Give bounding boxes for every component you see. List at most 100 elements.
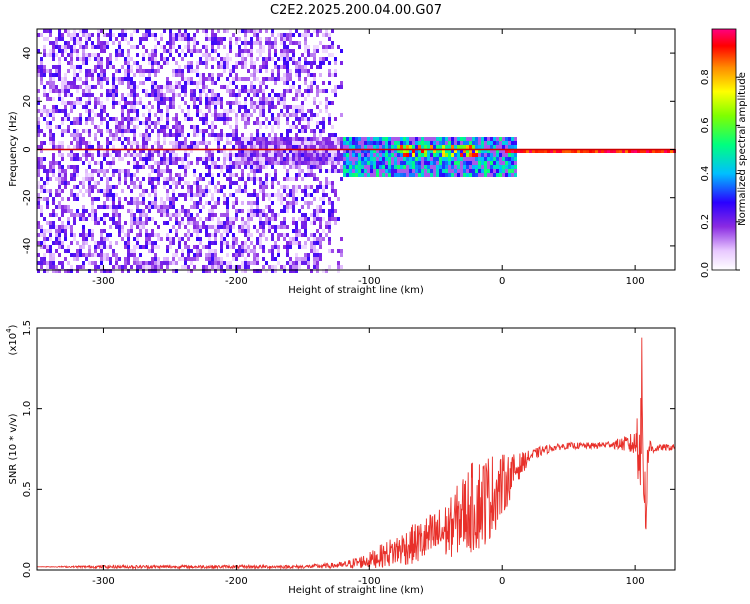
- spectrogram-cell: [244, 109, 247, 113]
- spectrogram-cell: [70, 141, 73, 145]
- spectrogram-cell: [94, 249, 97, 253]
- spectrogram-cell: [184, 245, 187, 249]
- spectrogram-cell: [151, 129, 154, 133]
- spectrogram-cell: [484, 161, 487, 165]
- spectrogram-cell: [439, 137, 442, 141]
- spectrogram-cell: [274, 265, 277, 269]
- spectrogram-cell: [157, 245, 160, 249]
- spectrogram-cell: [160, 53, 163, 57]
- spectrogram-cell: [163, 161, 166, 165]
- spectrogram-cell: [379, 149, 382, 153]
- spectrogram-cell: [67, 145, 70, 149]
- spectrogram-cell: [205, 105, 208, 109]
- spectrogram-cell: [253, 85, 256, 89]
- spectrogram-cell: [280, 133, 283, 137]
- spectrogram-cell: [301, 125, 304, 129]
- spectrogram-cell: [46, 177, 49, 181]
- spectrogram-cell: [340, 113, 343, 117]
- spectrogram-cell: [394, 173, 397, 177]
- spectrogram-cell: [334, 153, 337, 157]
- spectrogram-cell: [73, 77, 76, 81]
- spectrogram-cell: [493, 137, 496, 141]
- spectrogram-cell: [205, 229, 208, 233]
- spectrogram-cell: [148, 237, 151, 241]
- spectrogram-cell: [145, 129, 148, 133]
- spectrogram-cell: [316, 217, 319, 221]
- spectrogram-cell: [202, 157, 205, 161]
- spectrogram-cell: [151, 205, 154, 209]
- spectrogram-cell: [49, 49, 52, 53]
- spectrogram-cell: [253, 245, 256, 249]
- spectrogram-cell: [172, 93, 175, 97]
- spectrogram-cell: [418, 149, 421, 153]
- spectrogram-cell: [340, 149, 343, 153]
- spectrogram-cell: [244, 57, 247, 61]
- spectrogram-cell: [109, 141, 112, 145]
- spectrogram-cell: [70, 193, 73, 197]
- spectrogram-cell: [112, 81, 115, 85]
- spectrogram-cell: [64, 93, 67, 97]
- spectrogram-cell: [274, 133, 277, 137]
- spectrogram-cell: [172, 157, 175, 161]
- spectrogram-cell: [430, 173, 433, 177]
- spectrogram-cell: [406, 169, 409, 173]
- spectrogram-cell: [331, 157, 334, 161]
- spectrogram-cell: [277, 237, 280, 241]
- spectrogram-cell: [103, 73, 106, 77]
- spectrogram-cell: [136, 241, 139, 245]
- spectrogram-cell: [37, 193, 40, 197]
- spectrogram-cell: [379, 173, 382, 177]
- spectrogram-cell: [244, 225, 247, 229]
- spectrogram-cell: [301, 157, 304, 161]
- spectrogram-cell: [76, 157, 79, 161]
- spectrogram-cell: [487, 173, 490, 177]
- spectrogram-cell: [250, 261, 253, 265]
- spectrogram-cell: [244, 97, 247, 101]
- spectrogram-cell: [280, 221, 283, 225]
- spectrogram-cell: [49, 73, 52, 77]
- spectrogram-cell: [301, 153, 304, 157]
- spectrogram-cell: [316, 241, 319, 245]
- spectrogram-cell: [184, 141, 187, 145]
- spectrogram-cell: [238, 161, 241, 165]
- spectrogram-cell: [49, 245, 52, 249]
- spectrogram-cell: [250, 157, 253, 161]
- spectrogram-cell: [124, 101, 127, 105]
- spectrogram-cell: [211, 157, 214, 161]
- spectrogram-cell: [157, 121, 160, 125]
- spectrogram-cell: [118, 129, 121, 133]
- spectrogram-cell: [295, 97, 298, 101]
- spectrogram-cell: [184, 101, 187, 105]
- spectrogram-cell: [166, 197, 169, 201]
- spectrogram-cell: [376, 145, 379, 149]
- spectrogram-cell: [136, 197, 139, 201]
- spectrogram-cell: [40, 165, 43, 169]
- spectrogram-cell: [73, 213, 76, 217]
- spectrogram-cell: [250, 101, 253, 105]
- spectrogram-cell: [253, 257, 256, 261]
- spectrogram-cell: [322, 89, 325, 93]
- spectrogram-cell: [217, 201, 220, 205]
- spectrogram-cell: [199, 229, 202, 233]
- spectrogram-cell: [376, 165, 379, 169]
- spectrogram-cell: [256, 93, 259, 97]
- spectrogram-cell: [148, 109, 151, 113]
- spectrogram-cell: [52, 157, 55, 161]
- spectrogram-cell: [139, 41, 142, 45]
- spectrogram-cell: [337, 157, 340, 161]
- spectrogram-cell: [145, 49, 148, 53]
- spectrogram-cell: [220, 101, 223, 105]
- spectrogram-cell: [241, 265, 244, 269]
- spectrogram-cell: [496, 149, 499, 153]
- spectrogram-cell: [385, 169, 388, 173]
- spectrogram-cell: [226, 245, 229, 249]
- spectrogram-cell: [244, 77, 247, 81]
- spectrogram-cell: [241, 89, 244, 93]
- spectrogram-cell: [256, 41, 259, 45]
- spectrogram-cell: [175, 181, 178, 185]
- spectrogram-cell: [61, 221, 64, 225]
- spectrogram-cell: [115, 57, 118, 61]
- spectrogram-cell: [76, 85, 79, 89]
- spectrogram-cell: [295, 105, 298, 109]
- spectrogram-cell: [271, 29, 274, 33]
